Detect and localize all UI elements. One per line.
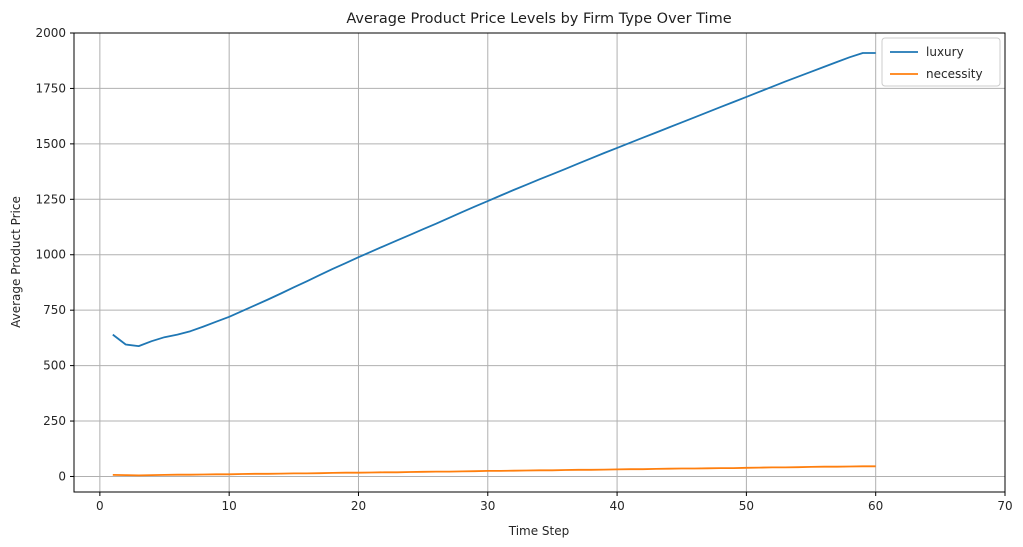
y-tick-label: 0 [58, 469, 66, 483]
legend-label-luxury: luxury [926, 45, 964, 59]
x-axis: 0 10 20 30 40 50 60 70 [96, 492, 1013, 513]
series-line-luxury [112, 52, 876, 348]
y-tick-label: 2000 [35, 26, 66, 40]
y-tick-label: 1500 [35, 137, 66, 151]
x-axis-label: Time Step [508, 524, 570, 538]
x-tick-label: 70 [997, 499, 1012, 513]
x-tick-label: 10 [222, 499, 237, 513]
x-tick-label: 20 [351, 499, 366, 513]
legend-label-necessity: necessity [926, 67, 983, 81]
plot-frame [73, 32, 1006, 493]
x-tick-label: 30 [480, 499, 495, 513]
y-tick-label: 250 [43, 414, 66, 428]
x-tick-label: 0 [96, 499, 104, 513]
y-axis-label: Average Product Price [9, 196, 23, 328]
chart-title: Average Product Price Levels by Firm Typ… [346, 11, 731, 27]
x-tick-label: 40 [609, 499, 624, 513]
x-tick-label: 50 [739, 499, 754, 513]
y-tick-label: 1250 [35, 192, 66, 206]
series-lines [112, 52, 876, 477]
x-tick-label: 60 [868, 499, 883, 513]
y-tick-label: 750 [43, 303, 66, 317]
series-line-necessity [112, 465, 876, 477]
y-tick-label: 1750 [35, 81, 66, 95]
y-tick-label: 500 [43, 359, 66, 373]
legend: luxury necessity [881, 37, 1001, 87]
y-axis: 0 250 500 750 1000 1250 1500 1750 2000 [35, 26, 74, 483]
y-tick-label: 1000 [35, 248, 66, 262]
